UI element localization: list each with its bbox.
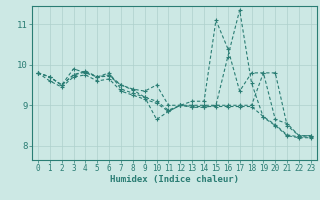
X-axis label: Humidex (Indice chaleur): Humidex (Indice chaleur) xyxy=(110,175,239,184)
